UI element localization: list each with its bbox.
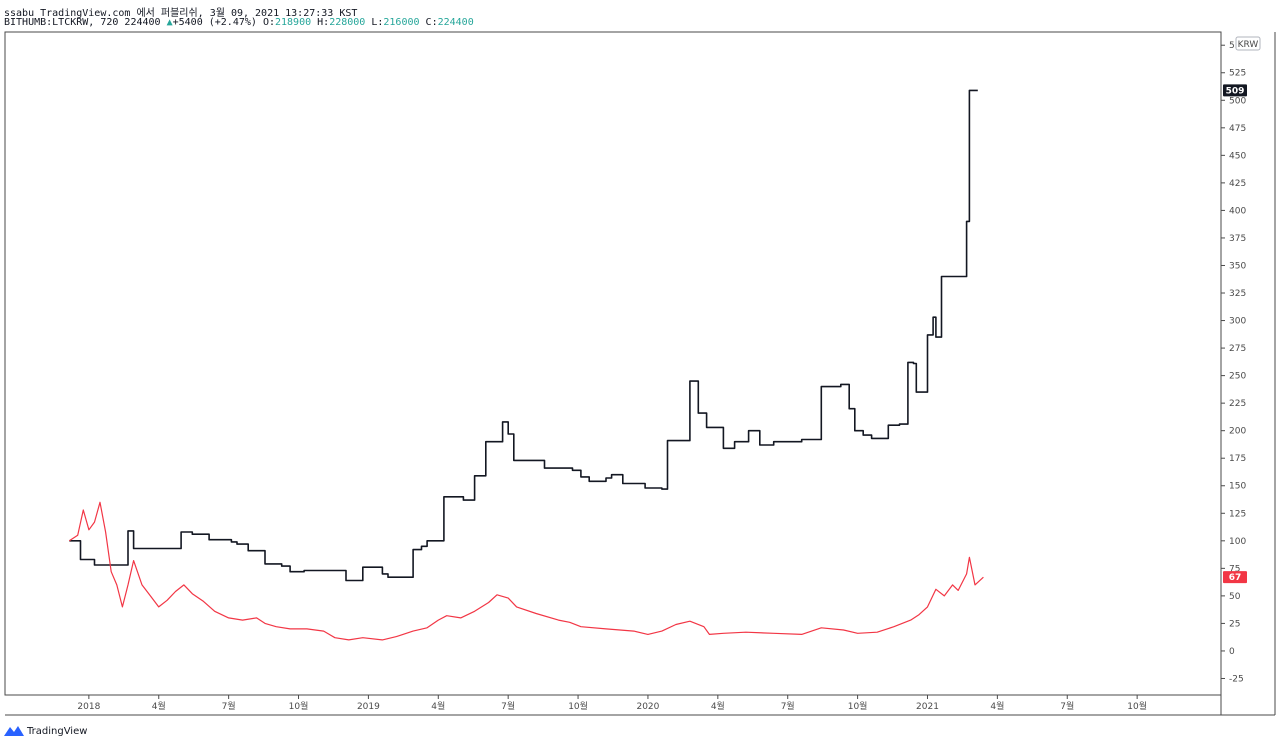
last-value-badge: [1223, 571, 1247, 584]
time-tick-label: 7월: [781, 700, 795, 712]
series-line-0[interactable]: [69, 89, 978, 582]
price-tick-label: 300: [1229, 317, 1246, 327]
high-label: H:: [317, 17, 330, 28]
price-tick-label: -25: [1229, 674, 1244, 684]
currency-text: KRW: [1238, 40, 1259, 50]
price-tick-label: 225: [1229, 399, 1246, 409]
price-tick-label: 175: [1229, 454, 1246, 464]
close-label: C:: [425, 17, 438, 28]
symbol-name: BITHUMB:LTCKRW, 720: [4, 17, 119, 28]
price-tick-label: 525: [1229, 69, 1246, 79]
last-price: 224400: [124, 17, 161, 28]
price-tick-label: 250: [1229, 372, 1246, 382]
low-value: 216000: [383, 17, 420, 28]
series-layer: [68, 89, 984, 641]
symbol-legend: BITHUMB:LTCKRW, 720 224400 ▲+5400 (+2.47…: [4, 17, 474, 28]
time-tick-label: 10월: [848, 700, 868, 712]
time-tick-label: 4월: [990, 700, 1004, 712]
time-tick-label: 7월: [222, 700, 236, 712]
tradingview-logo-icon: [4, 726, 24, 736]
last-value-badge: [1223, 84, 1247, 97]
time-tick-label: 7월: [1060, 700, 1074, 712]
price-tick-label: 500: [1229, 96, 1246, 106]
time-tick-label: 4월: [711, 700, 725, 712]
last-value-labels: 509 67: [1223, 84, 1247, 584]
price-tick-label: 100: [1229, 537, 1246, 547]
series-line-1[interactable]: [68, 501, 984, 641]
price-tick-label: 200: [1229, 427, 1246, 437]
price-tick-label: 0: [1229, 647, 1235, 657]
price-tick-label: 150: [1229, 482, 1246, 492]
tradingview-logo: TradingView: [4, 725, 87, 737]
price-tick-label: 50: [1229, 592, 1241, 602]
open-value: 218900: [274, 17, 312, 28]
publish-info: ssabu TradingView.com 에서 퍼블리쉬, 3월 09, 20…: [4, 8, 358, 19]
time-tick-label: 2021: [916, 702, 939, 712]
price-tick-label: 125: [1229, 509, 1246, 519]
time-tick-label: 2019: [357, 702, 380, 712]
price-tick-label: 400: [1229, 206, 1246, 216]
plot-frame: [4, 31, 1222, 696]
brand-name: TradingView: [27, 725, 88, 737]
time-tick-label: 2020: [636, 702, 659, 712]
time-tick-label: 10월: [1127, 700, 1147, 712]
price-tick-label: 425: [1229, 179, 1246, 189]
last-value-text: 509: [1226, 86, 1245, 96]
time-tick-label: 10월: [289, 700, 309, 712]
currency-label: KRW: [1235, 36, 1261, 51]
close-value: 224400: [437, 17, 474, 28]
price-tick-label: 325: [1229, 289, 1246, 299]
price-tick-label: 25: [1229, 619, 1240, 629]
price-tick-label: 450: [1229, 151, 1246, 161]
price-change: +5400 (+2.47%): [172, 17, 257, 28]
time-tick-label: 2018: [77, 702, 100, 712]
last-value-text: 67: [1229, 573, 1242, 583]
price-tick-label: 475: [1229, 124, 1246, 134]
open-label: O:: [262, 17, 275, 28]
time-axis[interactable]: 2018 4월 7월 10월 2019 4월 7월 10월 2020 4월 7월 10월 2021 4월 7…: [77, 695, 1147, 712]
price-tick-label: 275: [1229, 344, 1246, 354]
up-arrow-icon: ▲: [166, 17, 173, 28]
price-axis[interactable]: -25 0 25 50 75 100 125 150 175 200 225 250 275 300 325…: [1221, 41, 1246, 684]
low-label: L:: [371, 17, 384, 28]
time-tick-label: 4월: [431, 700, 445, 712]
price-tick-label: 75: [1229, 564, 1240, 574]
high-value: 228000: [329, 17, 366, 28]
time-tick-label: 4월: [152, 700, 166, 712]
price-tick-label: 375: [1229, 234, 1246, 244]
price-tick-label: 350: [1229, 261, 1246, 271]
time-tick-label: 10월: [568, 700, 588, 712]
time-tick-label: 7월: [501, 700, 515, 712]
